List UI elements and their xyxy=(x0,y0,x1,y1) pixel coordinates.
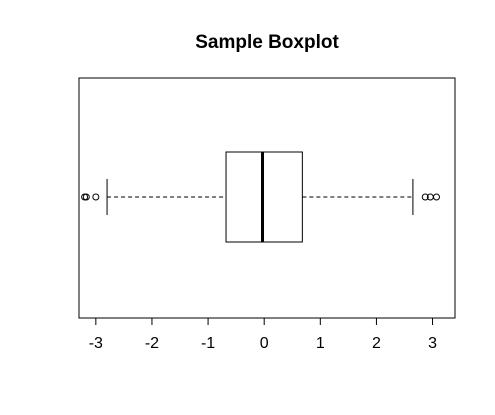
chart-title: Sample Boxplot xyxy=(195,32,339,53)
x-tick-label-4: 1 xyxy=(316,335,325,352)
x-tick-label-0: -3 xyxy=(89,335,103,352)
boxplot-marks xyxy=(81,151,440,243)
x-axis: -3 -2 -1 0 1 2 3 xyxy=(89,317,437,352)
x-tick-label-5: 2 xyxy=(372,335,381,352)
outlier-point-2 xyxy=(92,193,100,201)
x-tick-label-1: -2 xyxy=(145,335,159,352)
x-tick-label-6: 3 xyxy=(428,335,437,352)
outlier-point-1 xyxy=(82,193,90,201)
x-tick-label-3: 0 xyxy=(260,335,269,352)
iqr-box xyxy=(225,151,303,243)
x-tick-label-2: -1 xyxy=(201,335,215,352)
outlier-point-5 xyxy=(432,193,440,201)
outlier-point-3 xyxy=(421,193,429,201)
